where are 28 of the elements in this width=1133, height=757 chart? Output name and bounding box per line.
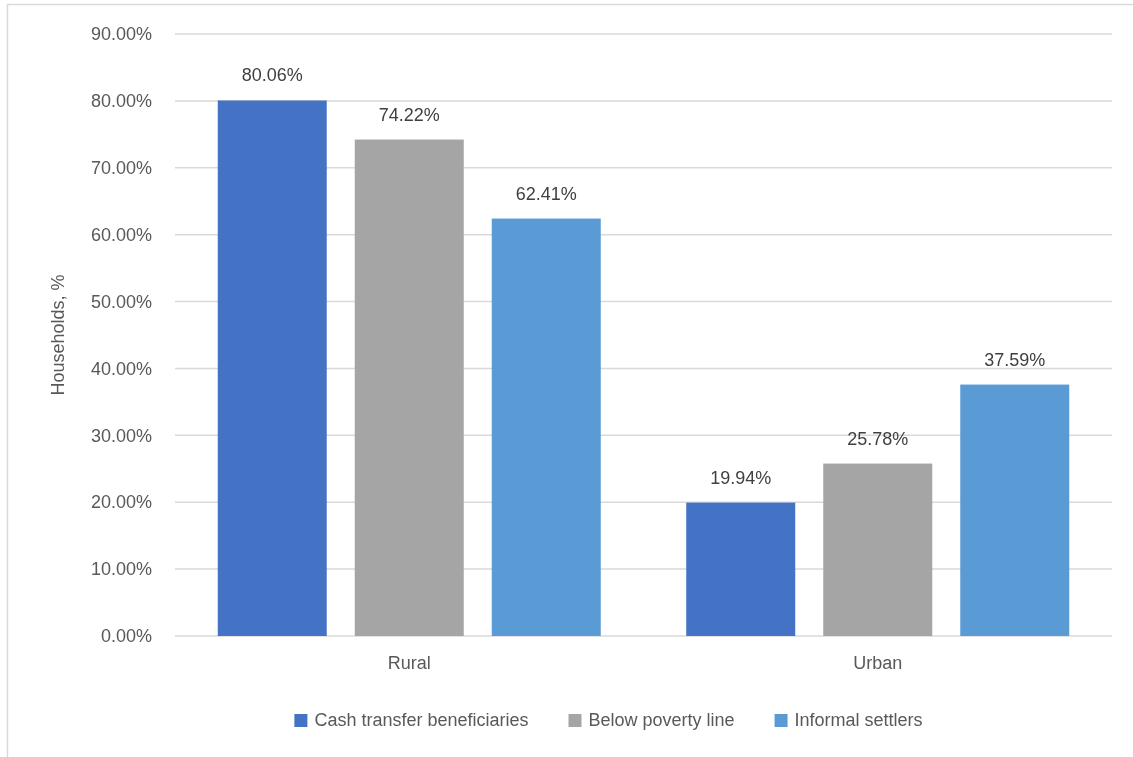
bar — [686, 502, 796, 636]
y-tick-label: 30.00% — [90, 425, 152, 446]
y-tick-label: 0.00% — [100, 626, 152, 647]
data-label: 37.59% — [984, 349, 1046, 370]
data-label: 25.78% — [847, 428, 909, 449]
bar — [354, 139, 464, 636]
data-label: 19.94% — [710, 467, 772, 488]
data-label: 80.06% — [241, 65, 303, 86]
y-tick-label: 20.00% — [90, 492, 152, 513]
x-tick-label: Urban — [853, 652, 903, 673]
y-tick-label: 40.00% — [90, 358, 152, 379]
y-axis-title: Households, % — [48, 274, 68, 396]
y-tick-label: 90.00% — [90, 24, 152, 45]
bar — [217, 100, 327, 636]
y-tick-label: 10.00% — [90, 559, 152, 580]
bar — [823, 463, 933, 636]
bar — [960, 384, 1070, 636]
y-tick-label: 60.00% — [90, 224, 152, 245]
x-tick-label: Rural — [387, 652, 431, 673]
legend-label: Informal settlers — [794, 710, 923, 731]
data-label: 74.22% — [378, 104, 440, 125]
legend-label: Below poverty line — [588, 710, 735, 731]
data-label: 62.41% — [515, 183, 577, 204]
bar — [491, 218, 601, 636]
y-tick-label: 70.00% — [90, 158, 152, 179]
legend-label: Cash transfer beneficiaries — [314, 710, 529, 731]
y-tick-label: 80.00% — [90, 91, 152, 112]
y-tick-label: 50.00% — [90, 291, 152, 312]
